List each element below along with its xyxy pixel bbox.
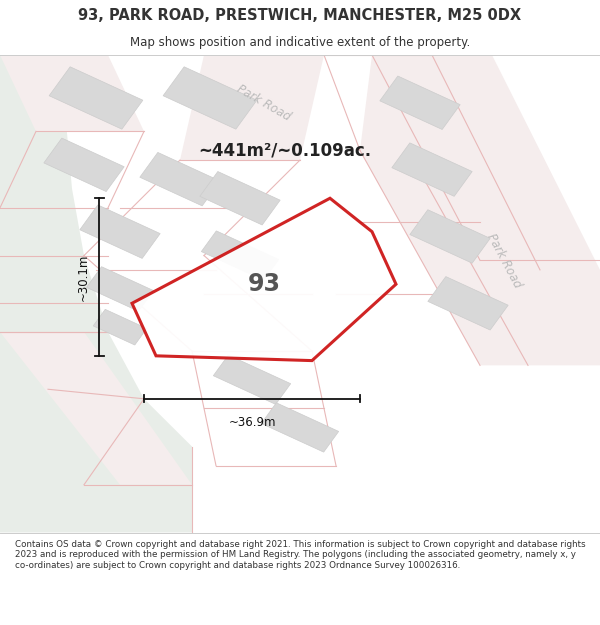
Polygon shape <box>410 210 490 263</box>
Polygon shape <box>86 267 154 311</box>
Text: Map shows position and indicative extent of the property.: Map shows position and indicative extent… <box>130 36 470 49</box>
Polygon shape <box>80 205 160 258</box>
Polygon shape <box>0 55 144 131</box>
Text: Park Road: Park Road <box>235 82 293 123</box>
Polygon shape <box>180 55 324 160</box>
Text: 93: 93 <box>248 272 281 296</box>
Polygon shape <box>428 277 508 330</box>
Polygon shape <box>0 55 192 532</box>
Polygon shape <box>163 67 257 129</box>
Text: 93, PARK ROAD, PRESTWICH, MANCHESTER, M25 0DX: 93, PARK ROAD, PRESTWICH, MANCHESTER, M2… <box>79 8 521 23</box>
Text: Contains OS data © Crown copyright and database right 2021. This information is : Contains OS data © Crown copyright and d… <box>15 540 586 570</box>
Polygon shape <box>392 143 472 196</box>
Polygon shape <box>132 198 396 361</box>
Polygon shape <box>262 402 338 452</box>
Polygon shape <box>360 55 600 366</box>
Text: ~441m²/~0.109ac.: ~441m²/~0.109ac. <box>198 141 371 159</box>
Text: ~36.9m: ~36.9m <box>228 416 276 429</box>
Polygon shape <box>200 171 280 225</box>
Text: ~30.1m: ~30.1m <box>77 253 90 301</box>
Polygon shape <box>49 67 143 129</box>
Polygon shape <box>44 138 124 191</box>
Polygon shape <box>93 309 147 345</box>
Polygon shape <box>0 332 192 485</box>
Polygon shape <box>380 76 460 129</box>
Polygon shape <box>140 152 220 206</box>
Polygon shape <box>214 355 290 404</box>
Polygon shape <box>202 231 278 280</box>
Text: Park Road: Park Road <box>484 231 524 290</box>
